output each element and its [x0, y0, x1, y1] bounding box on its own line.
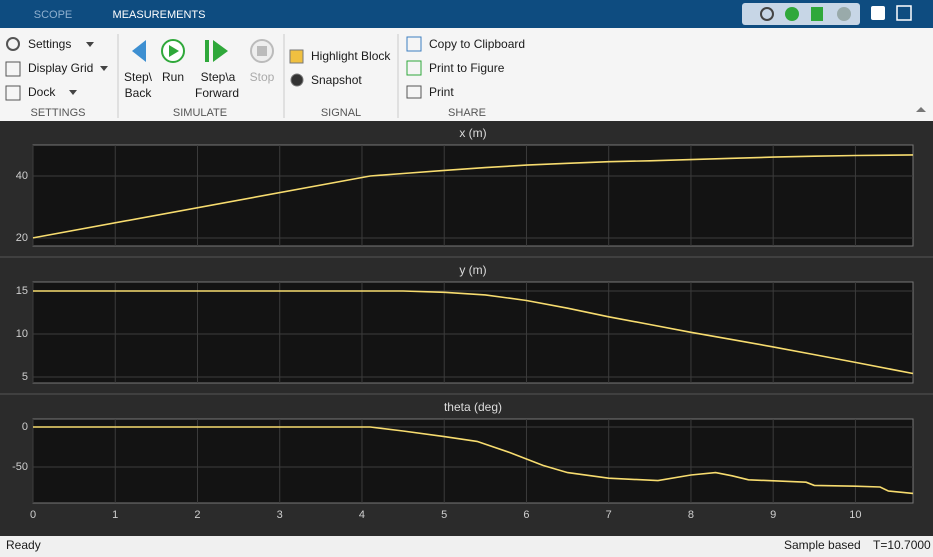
axes: [32, 281, 914, 384]
data-line: [32, 154, 914, 239]
button[interactable]: Print to Figure: [429, 61, 505, 75]
x-tick-label: 7: [606, 509, 612, 521]
group-label: SIMULATE: [173, 107, 227, 119]
plot-title: theta (deg): [444, 400, 502, 414]
y-tick-label: 5: [22, 371, 28, 383]
status: Sample based: [784, 538, 861, 552]
status: Ready: [6, 538, 41, 552]
icon: [5, 85, 21, 101]
x-tick-label: 9: [770, 509, 776, 521]
collapse[interactable]: [916, 107, 926, 112]
icon[interactable]: [896, 5, 912, 21]
tab[interactable]: MEASUREMENTS: [113, 9, 206, 21]
x-tick-label: 5: [441, 509, 447, 521]
x-tick-label: 2: [194, 509, 200, 521]
button[interactable]: Copy to Clipboard: [429, 37, 525, 51]
group-label: SIGNAL: [321, 107, 361, 119]
axes: [32, 144, 914, 247]
button[interactable]: Snapshot: [311, 73, 362, 87]
plots: x (m) 20 40 y (m) 5 10 15 theta (deg) 0 1 2 3 4 5 6 7 8 9…: [12, 126, 914, 521]
button[interactable]: Stop: [250, 70, 275, 84]
group-label: SHARE: [448, 107, 486, 119]
icon[interactable]: [132, 40, 146, 62]
button[interactable]: Forward: [195, 86, 239, 100]
icon[interactable]: [213, 40, 228, 62]
plot-title: y (m): [459, 263, 486, 277]
icon[interactable]: [760, 7, 774, 21]
icon: [6, 37, 20, 51]
x-tick-label: 8: [688, 509, 694, 521]
y-tick-label: 0: [22, 421, 28, 433]
share-group: Copy to Clipboard Print to Figure Print …: [406, 36, 525, 119]
x-tick-label: 1: [112, 509, 118, 521]
button[interactable]: Print: [429, 85, 454, 99]
x-tick-label: 4: [359, 509, 365, 521]
data-line: [33, 290, 914, 375]
x-tick-label: 10: [849, 509, 861, 521]
icon[interactable]: [837, 7, 851, 21]
icon[interactable]: [169, 45, 179, 57]
tab[interactable]: SCOPE: [34, 9, 73, 21]
button[interactable]: Display Grid: [28, 61, 93, 75]
icon: [5, 61, 21, 77]
status-bar: [0, 536, 933, 557]
button[interactable]: Highlight Block: [311, 49, 391, 63]
button[interactable]: Dock: [28, 85, 56, 99]
settings-group: Settings Display Grid Dock SETTINGS: [5, 37, 108, 119]
group-label: SETTINGS: [30, 107, 85, 119]
icon[interactable]: [871, 6, 885, 20]
signal-group: Highlight Block Snapshot SIGNAL: [289, 49, 391, 119]
data-line: [33, 426, 914, 495]
icon[interactable]: [205, 40, 209, 62]
y-tick-label: 20: [16, 232, 28, 244]
button[interactable]: Step\a: [201, 70, 236, 84]
x-tick-label: 6: [523, 509, 529, 521]
y-tick-label: 40: [16, 170, 28, 182]
y-tick-label: -50: [12, 461, 28, 473]
y-tick-label: 15: [16, 285, 28, 297]
y-tick-label: 10: [16, 328, 28, 340]
simulate-group: Step\ Back Run Step\a Forward Stop SIMUL…: [124, 39, 275, 119]
icon[interactable]: [785, 7, 799, 21]
icon: [406, 85, 422, 99]
icon: [406, 60, 422, 76]
toolstrip: [0, 28, 933, 121]
button[interactable]: Settings: [28, 37, 71, 51]
plot-title: x (m): [459, 126, 486, 140]
icon: [290, 73, 304, 87]
button[interactable]: Run: [162, 70, 184, 84]
status: T=10.7000: [873, 538, 931, 552]
quick-access: [742, 3, 860, 25]
icon: [289, 49, 304, 64]
dropdown[interactable]: [86, 42, 94, 47]
dropdown[interactable]: [69, 90, 77, 95]
dropdown[interactable]: [100, 66, 108, 71]
button[interactable]: Step\: [124, 70, 153, 84]
axes: [32, 418, 914, 504]
icon[interactable]: [811, 7, 823, 21]
x-tick-label: 0: [30, 509, 36, 521]
icon: [406, 36, 422, 52]
icon[interactable]: [257, 46, 267, 56]
x-tick-label: 3: [277, 509, 283, 521]
button[interactable]: Back: [125, 86, 153, 100]
